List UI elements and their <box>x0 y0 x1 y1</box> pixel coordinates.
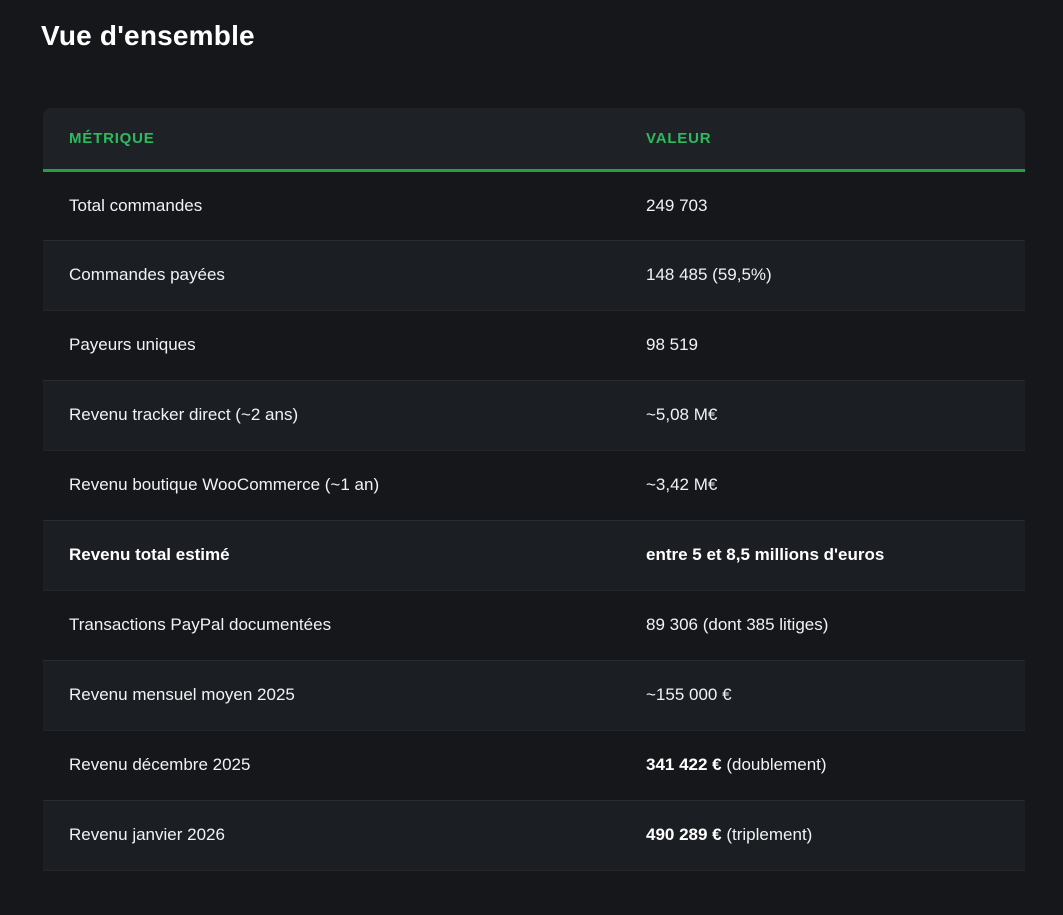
table-row: Commandes payées 148 485 (59,5%) <box>43 239 1025 310</box>
metric-cell: Transactions PayPal documentées <box>43 589 620 660</box>
metric-cell: Revenu mensuel moyen 2025 <box>43 659 620 730</box>
col-header-metrique: MÉTRIQUE <box>43 108 620 172</box>
metric-cell: Payeurs uniques <box>43 309 620 380</box>
page-title: Vue d'ensemble <box>41 20 255 51</box>
metric-cell: Revenu décembre 2025 <box>43 729 620 800</box>
table-row: Revenu janvier 2026 490 289 € (triplement… <box>43 799 1025 871</box>
table-row: Revenu décembre 2025 341 422 € (doublemen… <box>43 729 1025 800</box>
col-header-valeur: VALEUR <box>620 108 1025 172</box>
page: Vue d'ensemble MÉTRIQUE VALEUR Total com… <box>0 19 1063 915</box>
metric-cell: Revenu janvier 2026 <box>43 799 620 871</box>
value-bold-part: 490 289 € <box>646 825 722 844</box>
metric-cell: Total commandes <box>69 195 203 215</box>
metric-cell: Revenu total estimé <box>43 519 620 590</box>
value-cell: 148 485 (59,5%) <box>620 239 1025 310</box>
metric-cell: Revenu tracker direct (~2 ans) <box>43 379 620 450</box>
value-cell: 89 306 (dont 385 litiges) <box>620 589 1025 660</box>
value-cell: ~5,08 M€ <box>620 379 1025 450</box>
metrics-table: MÉTRIQUE VALEUR Total commandes 249 703 Co… <box>43 108 1025 871</box>
metric-cell: Revenu boutique WooCommerce (~1 an) <box>43 449 620 520</box>
table-row: Revenu total estimé entre 5 et 8,5 millio… <box>43 519 1025 590</box>
value-cell: 490 289 € (triplement) <box>620 799 1025 871</box>
overview-table: MÉTRIQUE VALEUR Total commandes 249 703 Co… <box>43 108 1025 871</box>
table-body: Total commandes 249 703 Commandes payées 14… <box>43 170 1025 871</box>
value-cell: 341 422 € (doublement) <box>620 729 1025 800</box>
value-cell: entre 5 et 8,5 millions d'euros <box>620 519 1025 590</box>
table-row: Payeurs uniques 98 519 <box>43 309 1025 380</box>
value-cell: 98 519 <box>620 309 1025 380</box>
value-cell: 249 703 <box>646 195 708 215</box>
table-row: Total commandes 249 703 <box>43 170 1025 240</box>
header-row: MÉTRIQUE VALEUR <box>43 108 1025 172</box>
table-header: MÉTRIQUE VALEUR <box>43 108 1025 172</box>
value-cell: ~3,42 M€ <box>620 449 1025 520</box>
metric-cell: Commandes payées <box>43 239 620 310</box>
table-row: Revenu mensuel moyen 2025 ~155 000 € <box>43 659 1025 730</box>
table-row: Transactions PayPal documentées 89 306 (d… <box>43 589 1025 660</box>
table-row: Revenu tracker direct (~2 ans) ~5,08 M€ <box>43 379 1025 450</box>
value-cell: ~155 000 € <box>620 659 1025 730</box>
value-bold-part: 341 422 € <box>646 755 722 774</box>
table-row: Revenu boutique WooCommerce (~1 an) ~3,42… <box>43 449 1025 520</box>
